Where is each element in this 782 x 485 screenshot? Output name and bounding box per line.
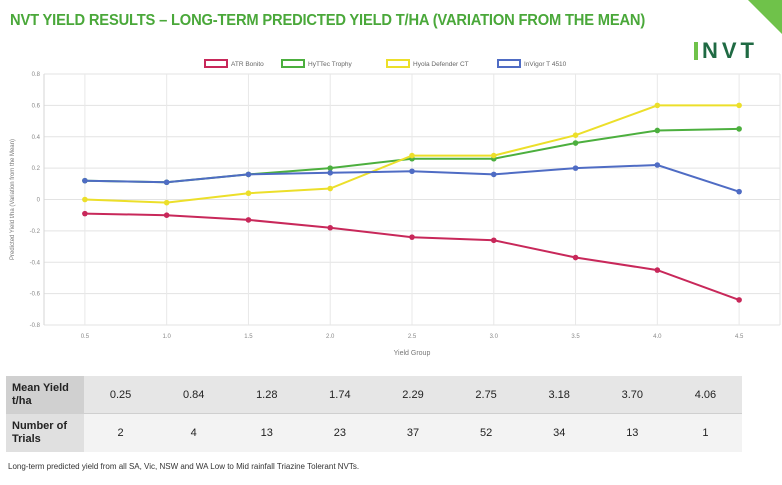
footnote: Long-term predicted yield from all SA, V… bbox=[8, 462, 360, 471]
data-point bbox=[654, 267, 661, 273]
data-point bbox=[736, 102, 742, 109]
table-row: Number of Trials 2 4 13 23 37 52 34 13 1 bbox=[6, 413, 742, 452]
table-row: Mean Yield t/ha 0.25 0.84 1.28 1.74 2.29 2.75 3… bbox=[6, 376, 742, 414]
table-cell: 1.28 bbox=[230, 376, 304, 414]
data-point bbox=[327, 170, 334, 176]
chart-grid bbox=[43, 73, 781, 326]
legend-item[interactable]: Hyola Defender CT bbox=[386, 59, 469, 68]
x-tick-label: 3.5 bbox=[571, 334, 580, 340]
data-point bbox=[654, 127, 661, 134]
corner-accent bbox=[748, 0, 782, 34]
table-cell: 2 bbox=[84, 413, 158, 452]
data-point bbox=[572, 165, 579, 171]
legend-item[interactable]: HyTTec Trophy bbox=[281, 59, 352, 68]
legend-swatch bbox=[281, 59, 305, 68]
table-cell: 4.06 bbox=[668, 376, 742, 414]
legend-item[interactable]: InVigor T 4510 bbox=[497, 59, 567, 68]
y-tick-label: 0 bbox=[37, 198, 41, 204]
data-point bbox=[654, 102, 661, 109]
x-tick-label: 0.5 bbox=[81, 334, 90, 340]
data-point bbox=[82, 196, 88, 203]
x-axis-label: Yield Group bbox=[394, 350, 431, 357]
table-cell: 4 bbox=[157, 413, 231, 452]
y-tick-label: -0.2 bbox=[30, 229, 41, 235]
x-tick-label: 2.0 bbox=[326, 334, 335, 340]
legend-label: InVigor T 4510 bbox=[524, 61, 567, 68]
table-cell: 0.25 bbox=[84, 376, 158, 414]
data-point bbox=[490, 152, 497, 159]
x-tick-label: 4.5 bbox=[735, 334, 744, 340]
data-point bbox=[572, 140, 579, 146]
data-point bbox=[163, 179, 170, 186]
table-cell: 3.18 bbox=[522, 376, 596, 414]
data-point bbox=[245, 171, 252, 178]
data-point bbox=[163, 199, 170, 206]
table-cell: 13 bbox=[595, 413, 669, 452]
table-cell: 3.70 bbox=[595, 376, 669, 414]
x-tick-label: 3.0 bbox=[490, 334, 499, 340]
row-header: Number of Trials bbox=[6, 413, 84, 452]
data-point bbox=[82, 177, 88, 184]
logo-text: NVT bbox=[702, 38, 758, 63]
legend-label: ATR Bonito bbox=[231, 61, 264, 68]
table-cell: 34 bbox=[522, 413, 596, 452]
table-cell: 37 bbox=[376, 413, 450, 452]
y-tick-label: -0.8 bbox=[30, 323, 41, 329]
table-cell: 23 bbox=[303, 413, 377, 452]
table-cell: 2.29 bbox=[376, 376, 450, 414]
y-tick-label: 0.2 bbox=[32, 166, 41, 172]
data-point bbox=[245, 190, 252, 197]
y-axis-label: Predicted Yield t/ha (Variation from the… bbox=[10, 139, 16, 260]
chart-legend[interactable]: ATR Bonito HyTTec Trophy Hyola Defender CT… bbox=[204, 59, 567, 68]
table-cell: 2.75 bbox=[449, 376, 523, 414]
y-tick-label: 0.4 bbox=[32, 135, 41, 141]
table-cell: 1 bbox=[668, 413, 742, 452]
data-point bbox=[654, 162, 661, 168]
y-tick-label: 0.6 bbox=[32, 103, 41, 109]
table-cell: 13 bbox=[230, 413, 304, 452]
y-tick-label: -0.6 bbox=[30, 292, 41, 298]
y-tick-label: -0.4 bbox=[30, 260, 41, 266]
data-point bbox=[736, 188, 742, 195]
data-point bbox=[490, 237, 497, 244]
y-tick-label: 0.8 bbox=[32, 72, 41, 78]
table-cell: 1.74 bbox=[303, 376, 377, 414]
data-point bbox=[409, 152, 415, 159]
data-point bbox=[572, 254, 579, 261]
nvt-logo: NVT bbox=[694, 38, 758, 64]
line-chart: 0.8 0.6 0.4 0.2 0 -0.2 -0.4 -0.6 -0.8 0.5 1.0 1.5 2… bbox=[10, 59, 781, 357]
x-tick-label: 2.5 bbox=[408, 334, 417, 340]
data-point bbox=[82, 210, 88, 217]
legend-swatch bbox=[386, 59, 410, 68]
legend-swatch bbox=[204, 59, 228, 68]
data-point bbox=[736, 297, 742, 303]
x-axis-ticks: 0.5 1.0 1.5 2.0 2.5 3.0 3.5 4.0 4.5 bbox=[81, 334, 744, 340]
yield-stats-table: Mean Yield t/ha 0.25 0.84 1.28 1.74 2.29 2.75 3… bbox=[6, 376, 742, 452]
x-tick-label: 1.0 bbox=[162, 334, 171, 340]
data-point bbox=[736, 126, 742, 132]
chart-series bbox=[82, 102, 742, 303]
legend-label: HyTTec Trophy bbox=[308, 61, 352, 68]
table-cell: 0.84 bbox=[157, 376, 231, 414]
data-point bbox=[409, 168, 415, 175]
data-point bbox=[327, 165, 334, 171]
data-point bbox=[245, 217, 252, 223]
data-point bbox=[409, 234, 415, 240]
data-point bbox=[572, 132, 579, 138]
y-axis-ticks: 0.8 0.6 0.4 0.2 0 -0.2 -0.4 -0.6 -0.8 bbox=[30, 72, 41, 329]
legend-item[interactable]: ATR Bonito bbox=[204, 59, 264, 68]
logo-bar-icon bbox=[694, 42, 698, 60]
row-header: Mean Yield t/ha bbox=[6, 376, 84, 414]
data-point bbox=[490, 171, 497, 178]
table-cell: 52 bbox=[449, 413, 523, 452]
x-tick-label: 1.5 bbox=[244, 334, 253, 340]
legend-label: Hyola Defender CT bbox=[413, 61, 469, 68]
data-point bbox=[327, 185, 334, 192]
data-point bbox=[163, 212, 170, 218]
legend-swatch bbox=[497, 59, 521, 68]
page-title: NVT YIELD RESULTS – LONG-TERM PREDICTED … bbox=[10, 12, 646, 29]
data-point bbox=[327, 224, 334, 231]
x-tick-label: 4.0 bbox=[653, 334, 662, 340]
